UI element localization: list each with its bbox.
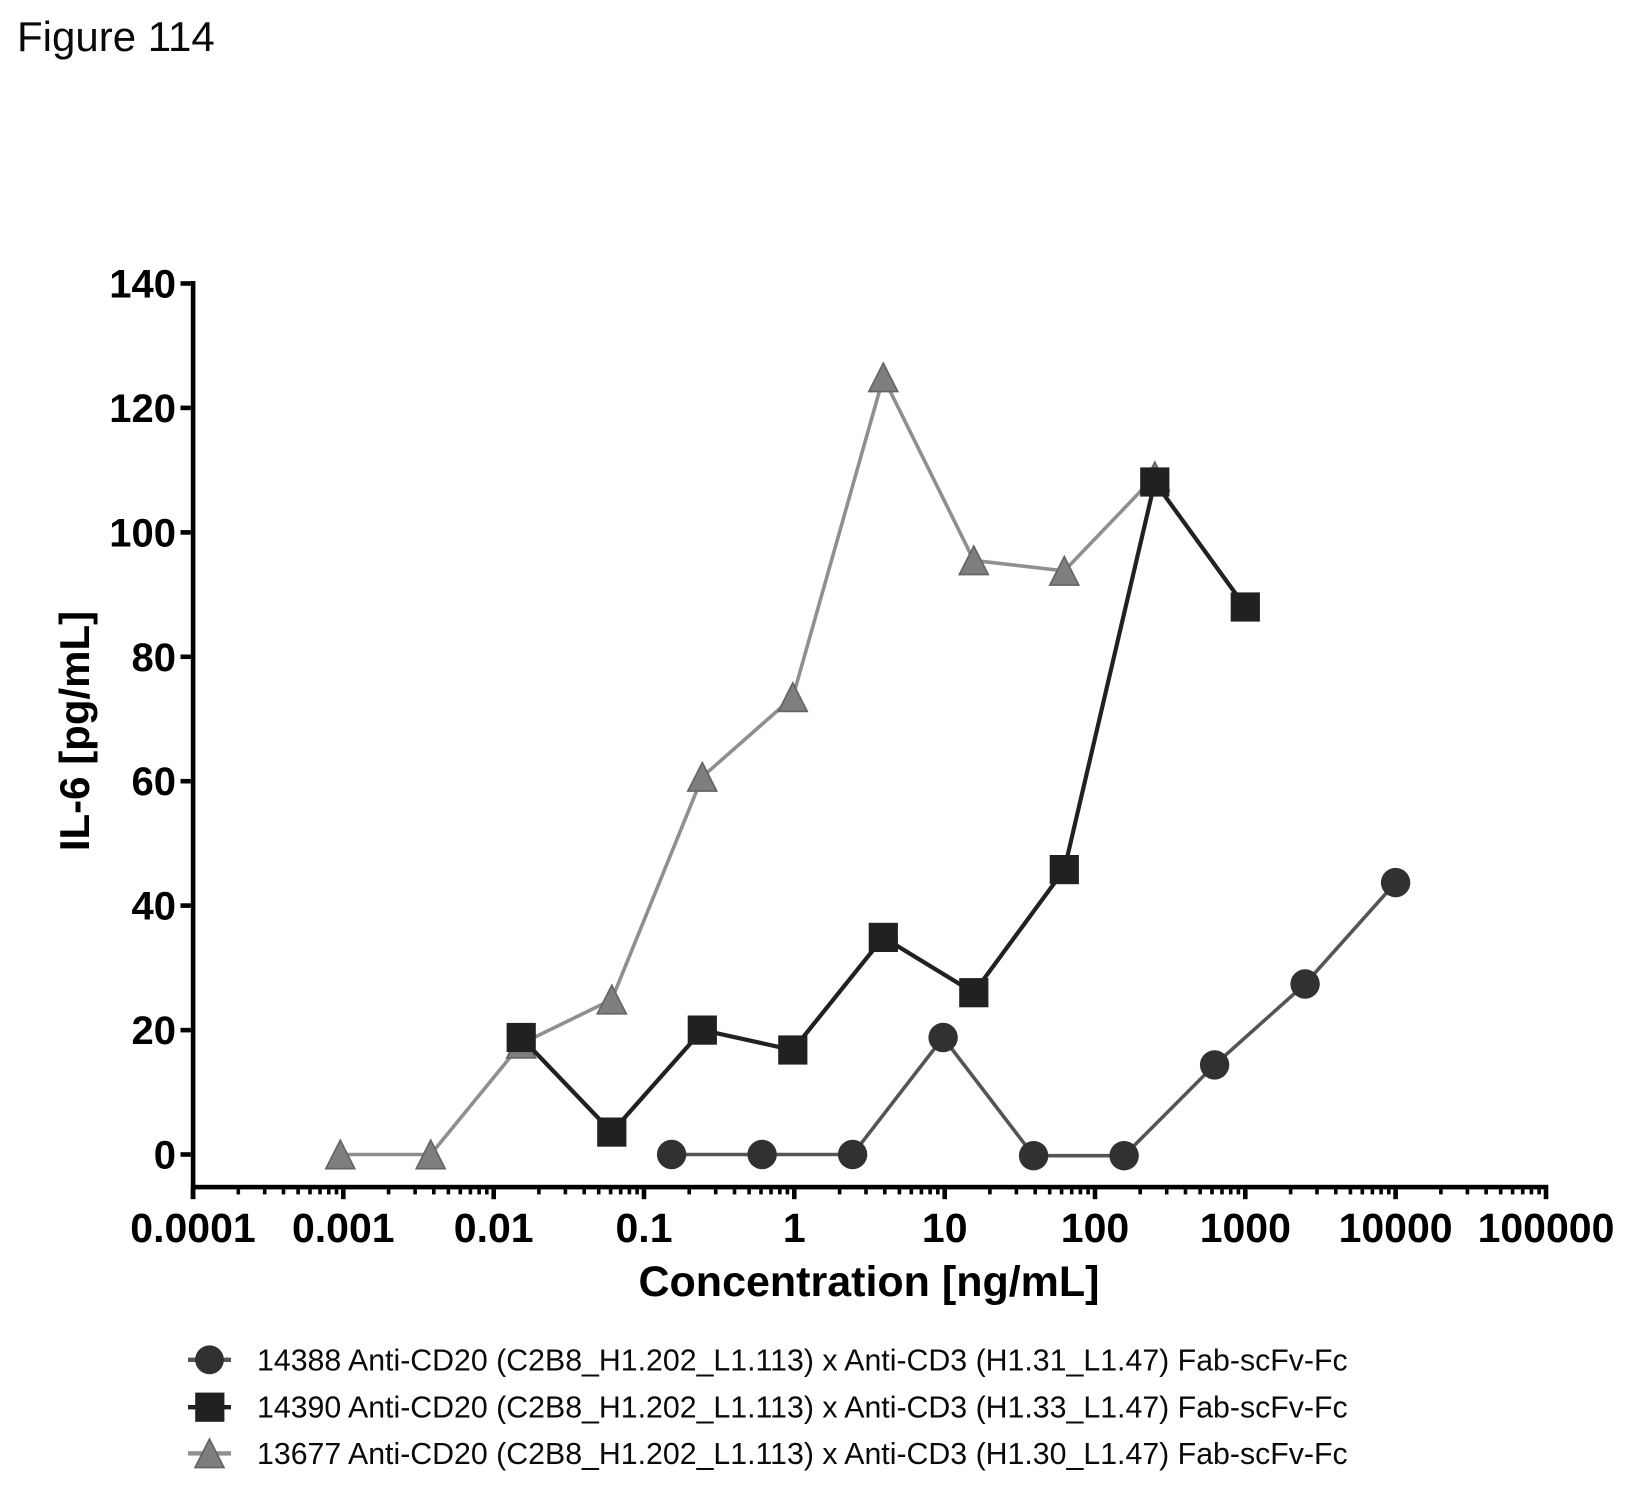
svg-text:1000: 1000 bbox=[1200, 1205, 1291, 1251]
svg-text:120: 120 bbox=[109, 387, 176, 431]
svg-text:0.001: 0.001 bbox=[292, 1205, 395, 1251]
svg-text:IL-6 [pg/mL]: IL-6 [pg/mL] bbox=[51, 611, 98, 851]
svg-text:140: 140 bbox=[109, 263, 176, 307]
svg-text:40: 40 bbox=[132, 885, 177, 929]
svg-text:20: 20 bbox=[132, 1009, 177, 1053]
svg-text:0.0001: 0.0001 bbox=[130, 1205, 255, 1251]
svg-text:60: 60 bbox=[132, 760, 177, 804]
svg-text:Concentration [ng/mL]: Concentration [ng/mL] bbox=[638, 1258, 1099, 1306]
svg-text:0.1: 0.1 bbox=[616, 1205, 673, 1251]
svg-text:13677 Anti-CD20 (C2B8_H1.202_L: 13677 Anti-CD20 (C2B8_H1.202_L1.113) x A… bbox=[257, 1438, 1348, 1471]
svg-text:10: 10 bbox=[922, 1205, 968, 1251]
svg-text:80: 80 bbox=[132, 636, 177, 680]
svg-text:14388 Anti-CD20 (C2B8_H1.202_L: 14388 Anti-CD20 (C2B8_H1.202_L1.113) x A… bbox=[257, 1344, 1348, 1377]
svg-text:100000: 100000 bbox=[1478, 1205, 1615, 1251]
svg-text:Figure 114: Figure 114 bbox=[17, 13, 215, 60]
svg-text:0: 0 bbox=[154, 1134, 176, 1178]
svg-text:14390 Anti-CD20 (C2B8_H1.202_L: 14390 Anti-CD20 (C2B8_H1.202_L1.113) x A… bbox=[257, 1392, 1348, 1425]
svg-text:100: 100 bbox=[109, 511, 176, 555]
svg-text:100: 100 bbox=[1061, 1205, 1129, 1251]
svg-text:1: 1 bbox=[783, 1205, 806, 1251]
svg-text:0.01: 0.01 bbox=[454, 1205, 534, 1251]
svg-text:10000: 10000 bbox=[1339, 1205, 1453, 1251]
